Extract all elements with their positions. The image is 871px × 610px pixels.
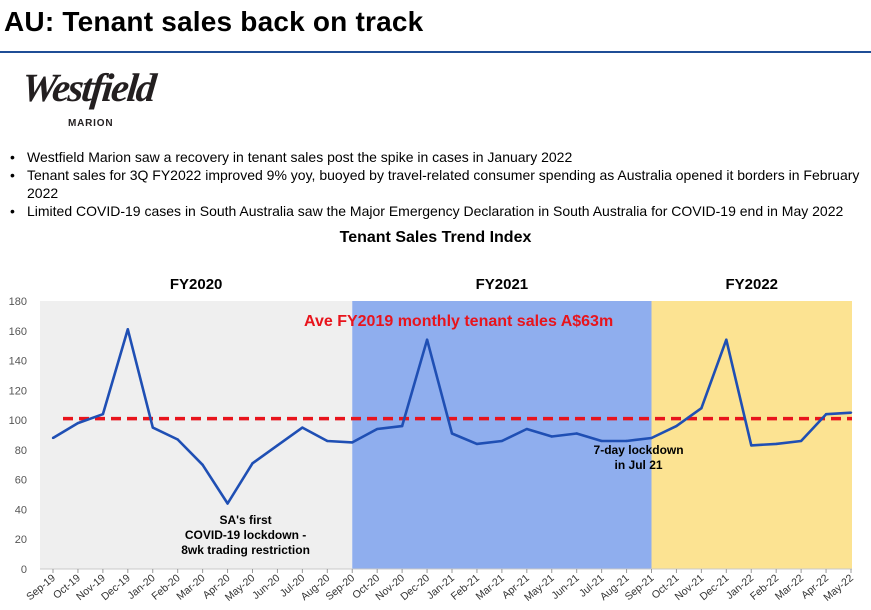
y-tick-label: 40 [15, 504, 27, 516]
y-tick-label: 60 [15, 475, 27, 487]
data-point [76, 421, 80, 425]
annotation-lockdown-text: SA's first [219, 513, 271, 527]
data-point [500, 439, 504, 443]
data-point [226, 502, 229, 505]
page-title: AU: Tenant sales back on track [4, 6, 424, 37]
data-point [525, 427, 529, 431]
reference-line-label: Ave FY2019 monthly tenant sales A$63m [304, 313, 613, 330]
x-tick-label: Dec-19 [99, 572, 133, 603]
bullet-item: Westfield Marion saw a recovery in tenan… [10, 148, 868, 166]
data-point [725, 338, 728, 341]
bullet-item: Limited COVID-19 cases in South Australi… [10, 202, 868, 220]
data-point [799, 439, 803, 443]
x-tick-label: Dec-20 [398, 572, 432, 603]
x-tick-label: Sep-20 [324, 572, 358, 603]
x-tick-label: Mar-21 [474, 572, 507, 603]
chart-title: Tenant Sales Trend Index [339, 229, 532, 246]
y-tick-label: 120 [9, 385, 27, 397]
data-point [201, 463, 204, 466]
x-tick-label: Jun-20 [250, 572, 282, 602]
tenant-sales-chart: FY2020 FY2021 FY2022 0 20 40 60 80 100 120 140 160 1… [9, 276, 856, 604]
bullet-list: Westfield Marion saw a recovery in tenan… [10, 148, 868, 220]
x-tick-label: Sep-19 [24, 572, 58, 603]
annotation-lockdown-text: 8wk trading restriction [181, 543, 310, 557]
data-point [550, 435, 553, 438]
data-point [675, 424, 678, 428]
data-point [824, 412, 828, 416]
title-rule [0, 51, 871, 53]
data-point [251, 462, 254, 465]
data-point [151, 426, 154, 429]
annotation-7day-text: in Jul 21 [615, 458, 663, 472]
data-point [650, 436, 653, 440]
logo-wordmark: Westfield [19, 65, 157, 110]
data-point [276, 444, 279, 447]
data-point [400, 424, 404, 428]
period-band-fy2020 [40, 301, 353, 569]
data-point [351, 441, 354, 444]
period-label-fy2020: FY2020 [170, 276, 223, 293]
data-point [600, 439, 603, 443]
data-point [849, 411, 853, 414]
x-tick-label: Dec-21 [698, 572, 732, 603]
data-point [176, 438, 179, 441]
period-label-fy2021: FY2021 [476, 276, 529, 293]
y-tick-label: 160 [9, 326, 27, 338]
data-point [700, 407, 703, 410]
data-point [425, 338, 429, 341]
y-tick-label: 80 [15, 445, 27, 457]
data-point [750, 444, 753, 447]
data-point [774, 442, 778, 446]
period-label-fy2022: FY2022 [725, 276, 778, 293]
data-point [375, 427, 379, 431]
logo-subtitle: MARION [68, 118, 114, 129]
x-tick-label: Sep-21 [623, 572, 657, 603]
x-tick-label: Mar-20 [174, 572, 207, 603]
data-point [575, 432, 578, 435]
bullet-item: Tenant sales for 3Q FY2022 improved 9% y… [10, 166, 868, 202]
data-point [301, 426, 304, 429]
period-band-fy2021 [352, 301, 652, 569]
x-tick-label: Jun-21 [549, 572, 581, 602]
x-tick-label: Mar-22 [773, 572, 806, 603]
y-tick-label: 20 [15, 534, 27, 546]
data-point [126, 328, 130, 331]
y-tick-label: 180 [9, 296, 27, 308]
data-point [475, 442, 479, 446]
period-band-fy2022 [651, 301, 852, 569]
data-point [625, 439, 628, 443]
data-point [326, 439, 329, 443]
westfield-marion-logo: Westfield MARION [19, 64, 182, 134]
y-tick-label: 100 [9, 415, 27, 427]
data-point [450, 432, 454, 435]
data-point [51, 436, 55, 440]
data-point [101, 412, 105, 416]
annotation-7day-text: 7-day lockdown [594, 443, 684, 457]
y-tick-label: 0 [21, 564, 27, 576]
annotation-lockdown-text: COVID-19 lockdown - [185, 528, 306, 542]
y-tick-label: 140 [9, 356, 27, 368]
